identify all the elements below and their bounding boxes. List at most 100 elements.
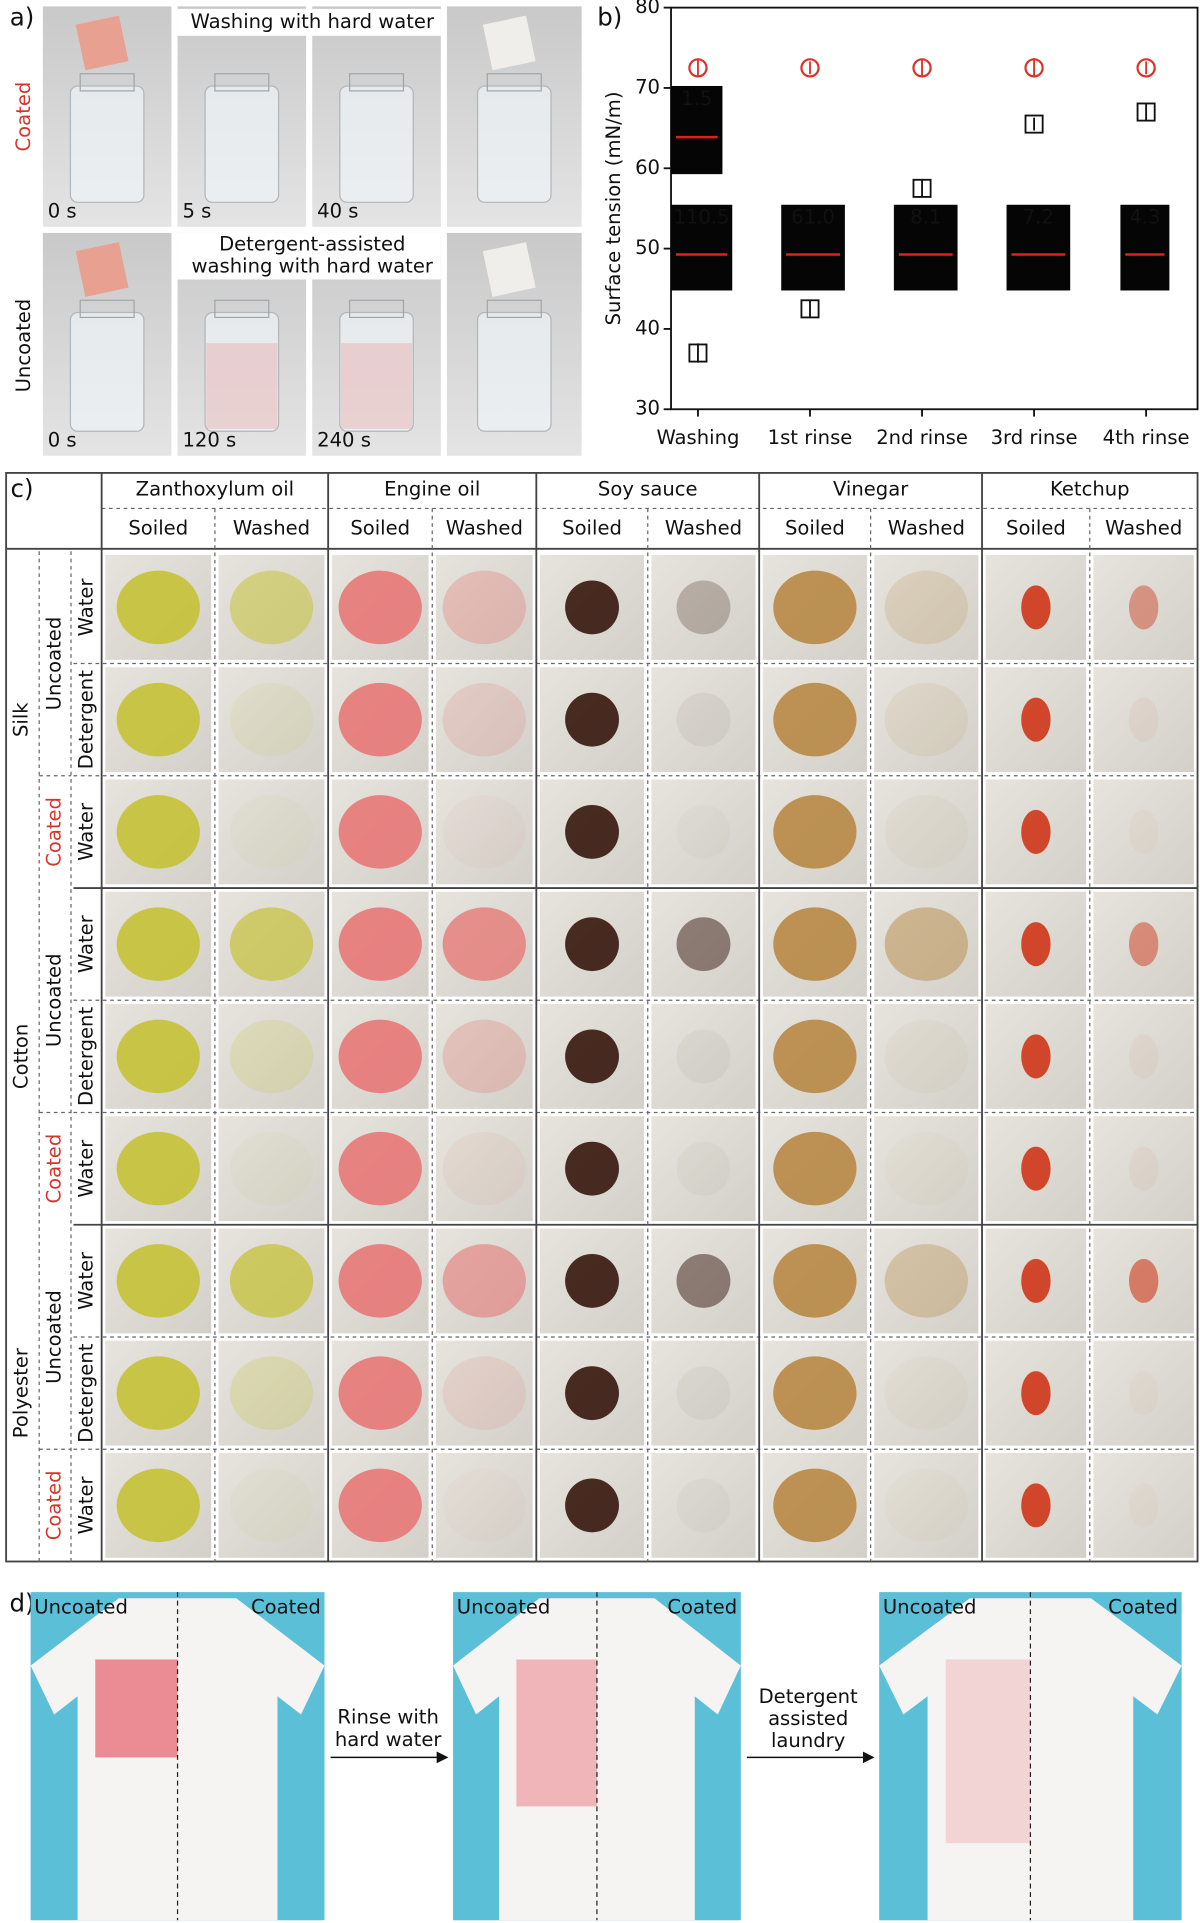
- fabric-label: Polyester: [10, 1347, 33, 1438]
- stain: [773, 1019, 857, 1094]
- stain: [442, 570, 526, 645]
- stain: [773, 1131, 857, 1206]
- side-label: Uncoated: [34, 1596, 128, 1619]
- swatch-photo: [1093, 1340, 1194, 1446]
- step-label: hard water: [335, 1728, 442, 1751]
- point: [688, 343, 708, 363]
- stain: [884, 1244, 968, 1318]
- y-tick-label: 40: [635, 316, 660, 339]
- stain: [1128, 697, 1159, 742]
- stain: [442, 1356, 526, 1430]
- stain: [442, 1468, 526, 1543]
- jar: [339, 311, 414, 432]
- stain: [565, 1029, 619, 1084]
- stain: [565, 804, 619, 859]
- column-header: Zanthoxylum oil: [136, 478, 294, 501]
- x-tick-label: 2nd rinse: [876, 426, 968, 449]
- side-label: Uncoated: [457, 1596, 551, 1619]
- y-axis-label: Surface tension (mN/m): [602, 92, 625, 326]
- stain: [442, 907, 526, 981]
- point: [912, 58, 932, 78]
- swatch-photo: [651, 779, 756, 885]
- stain: [773, 1244, 857, 1318]
- fabric: [75, 15, 129, 71]
- stain: [676, 692, 731, 747]
- stain: [884, 795, 968, 869]
- sub-header: Soiled: [1006, 517, 1066, 540]
- stain: [516, 1659, 597, 1807]
- stain: [1021, 1146, 1051, 1191]
- stain: [229, 1131, 314, 1206]
- stain: [1021, 697, 1051, 742]
- wash-label: Water: [74, 1251, 97, 1310]
- jar: [339, 85, 414, 203]
- stain: [885, 1469, 968, 1542]
- row-label: Uncoated: [12, 299, 35, 393]
- swatch-photo: [1093, 1003, 1194, 1109]
- panel-label: a): [10, 3, 35, 32]
- swatch-photo: [651, 1340, 756, 1446]
- stain: [442, 1019, 526, 1094]
- stain: [116, 570, 200, 645]
- swatch-photo: [874, 554, 979, 660]
- sub-header: Washed: [446, 517, 523, 540]
- caption: Washing with hard water: [190, 10, 434, 33]
- inset-label: 8.1: [910, 206, 941, 229]
- inset-image: [1006, 204, 1071, 291]
- sub-header: Washed: [1105, 517, 1182, 540]
- caption-bg: [177, 8, 441, 36]
- step-label: Rinse with: [337, 1706, 438, 1729]
- point: [912, 178, 932, 198]
- stain: [884, 1019, 968, 1094]
- stain: [338, 1019, 422, 1094]
- stain: [773, 1356, 857, 1430]
- side-label: Coated: [667, 1596, 737, 1619]
- time-label: 120 s: [182, 429, 236, 452]
- swatch-photo: [435, 779, 533, 885]
- stain: [338, 570, 422, 645]
- stain: [116, 795, 200, 869]
- stain: [676, 580, 731, 635]
- wash-label: Water: [74, 578, 97, 637]
- column-header: Ketchup: [1050, 478, 1130, 501]
- jar-neck: [214, 299, 270, 319]
- swatch-photo: [874, 667, 979, 773]
- wash-label: Water: [74, 802, 97, 861]
- swatch-photo: [874, 779, 979, 885]
- swatch-photo: [218, 1340, 325, 1446]
- stain: [1128, 1034, 1159, 1079]
- stain: [229, 682, 314, 757]
- stain: [773, 795, 857, 869]
- column-header: Engine oil: [384, 478, 480, 501]
- stain: [229, 795, 314, 869]
- wash-label: Water: [74, 914, 97, 973]
- panel-label: c): [11, 474, 34, 503]
- jar-neck: [486, 299, 542, 319]
- swatch-photo: [874, 1116, 979, 1222]
- liquid: [341, 343, 413, 429]
- stain: [884, 907, 968, 981]
- y-tick-label: 60: [635, 156, 660, 179]
- stain: [565, 692, 619, 747]
- stain: [1128, 1258, 1159, 1303]
- time-label: 0 s: [48, 200, 77, 223]
- wash-label: Detergent: [74, 670, 97, 769]
- swatch-photo: [874, 1340, 979, 1446]
- stain: [229, 1356, 314, 1430]
- liquid: [206, 343, 278, 429]
- stain: [116, 1468, 200, 1543]
- sub-header: Washed: [233, 517, 310, 540]
- stain: [116, 1131, 200, 1206]
- jar-neck: [348, 73, 405, 92]
- side-label: Uncoated: [883, 1596, 977, 1619]
- point: [1136, 102, 1156, 122]
- inset-image: [1120, 204, 1170, 291]
- swatch-photo: [435, 667, 533, 773]
- stain: [565, 580, 619, 635]
- stain: [1129, 810, 1158, 854]
- stain: [116, 1244, 200, 1318]
- swatch-photo: [1093, 1116, 1194, 1222]
- stain: [116, 907, 200, 981]
- stain: [1021, 1034, 1051, 1079]
